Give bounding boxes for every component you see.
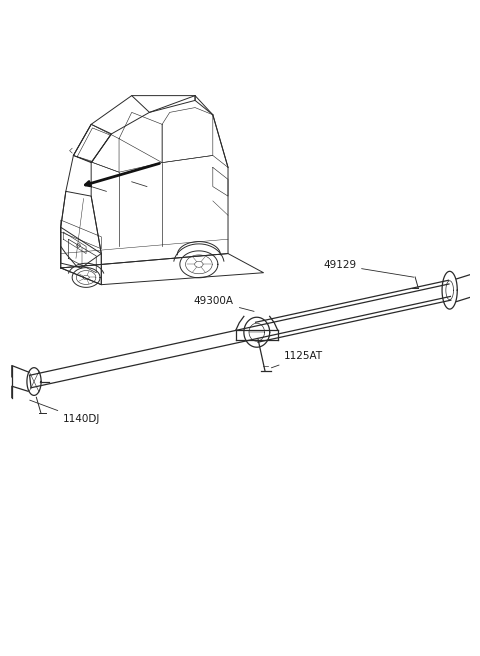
Text: 49129: 49129 — [323, 260, 414, 277]
Text: 49300A: 49300A — [194, 296, 254, 312]
Text: 1125AT: 1125AT — [271, 352, 323, 368]
Text: 1140DJ: 1140DJ — [30, 400, 100, 424]
